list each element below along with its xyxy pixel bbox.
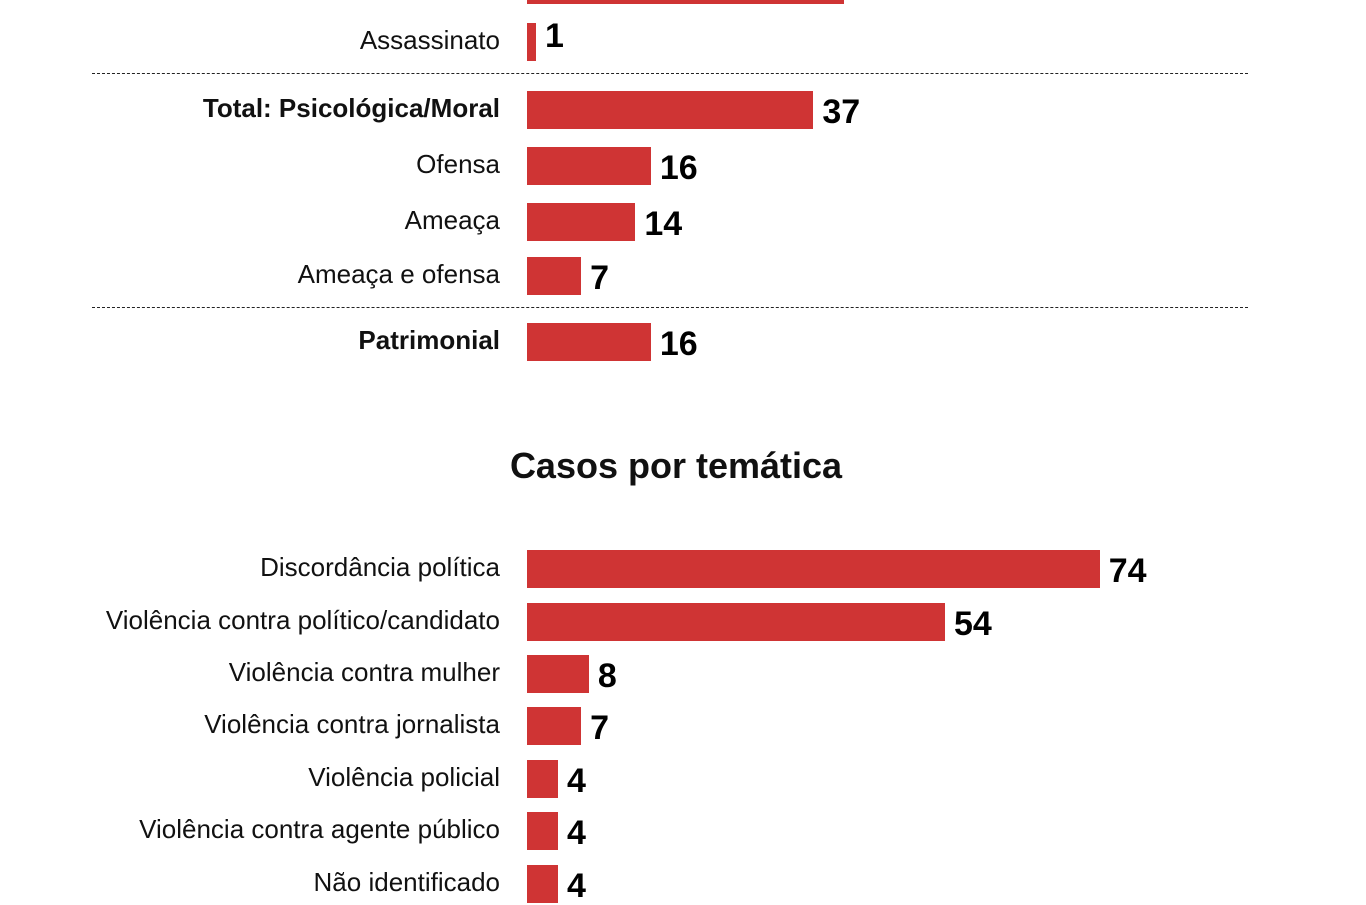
value-label: 4 — [566, 867, 586, 905]
bar — [527, 760, 558, 798]
bar — [527, 812, 558, 850]
separator — [92, 307, 1248, 308]
bar-label: Patrimonial — [358, 325, 500, 355]
bar — [527, 603, 945, 641]
bar-label: Ameaça e ofensa — [297, 259, 500, 289]
chart-title-tematica: Casos por temática — [509, 445, 843, 486]
bar — [527, 23, 536, 61]
bar-label: Violência contra jornalista — [204, 709, 500, 739]
bar-label: Ofensa — [416, 149, 500, 179]
value-label: 37 — [822, 93, 861, 131]
bar-label: Violência policial — [308, 762, 500, 792]
bar — [527, 203, 636, 241]
bar — [527, 147, 651, 185]
bar-label: Discordância política — [260, 552, 500, 582]
bar-label: Não identificado — [313, 867, 500, 897]
bar — [527, 257, 582, 295]
value-label: 7 — [590, 709, 610, 747]
bar-label: Violência contra agente público — [139, 814, 500, 844]
value-label: 4 — [566, 814, 586, 852]
bar-label: Atentado/ tentativa de assassinato — [103, 0, 501, 2]
bar-label: Total: Psicológica/Moral — [202, 93, 500, 123]
separator — [92, 73, 1248, 74]
bar — [527, 707, 582, 745]
bar-label: Ameaça — [404, 205, 500, 235]
value-label: 74 — [1108, 552, 1147, 590]
bar-label: Violência contra político/candidato — [105, 605, 500, 635]
bar-label: Violência contra mulher — [228, 657, 500, 687]
bar — [527, 91, 814, 129]
bar — [527, 655, 589, 693]
bar — [527, 0, 845, 4]
value-label: 7 — [590, 259, 610, 297]
bar — [527, 323, 651, 361]
value-label: 4 — [566, 762, 586, 800]
value-label: 14 — [644, 205, 683, 243]
value-label: 16 — [659, 325, 698, 363]
value-label: 8 — [597, 657, 617, 695]
bar — [527, 550, 1100, 588]
bar-label: Assassinato — [359, 25, 500, 55]
value-label: 54 — [953, 605, 992, 643]
bar — [527, 865, 558, 903]
value-label: 16 — [659, 149, 698, 187]
value-label: 1 — [545, 17, 564, 55]
